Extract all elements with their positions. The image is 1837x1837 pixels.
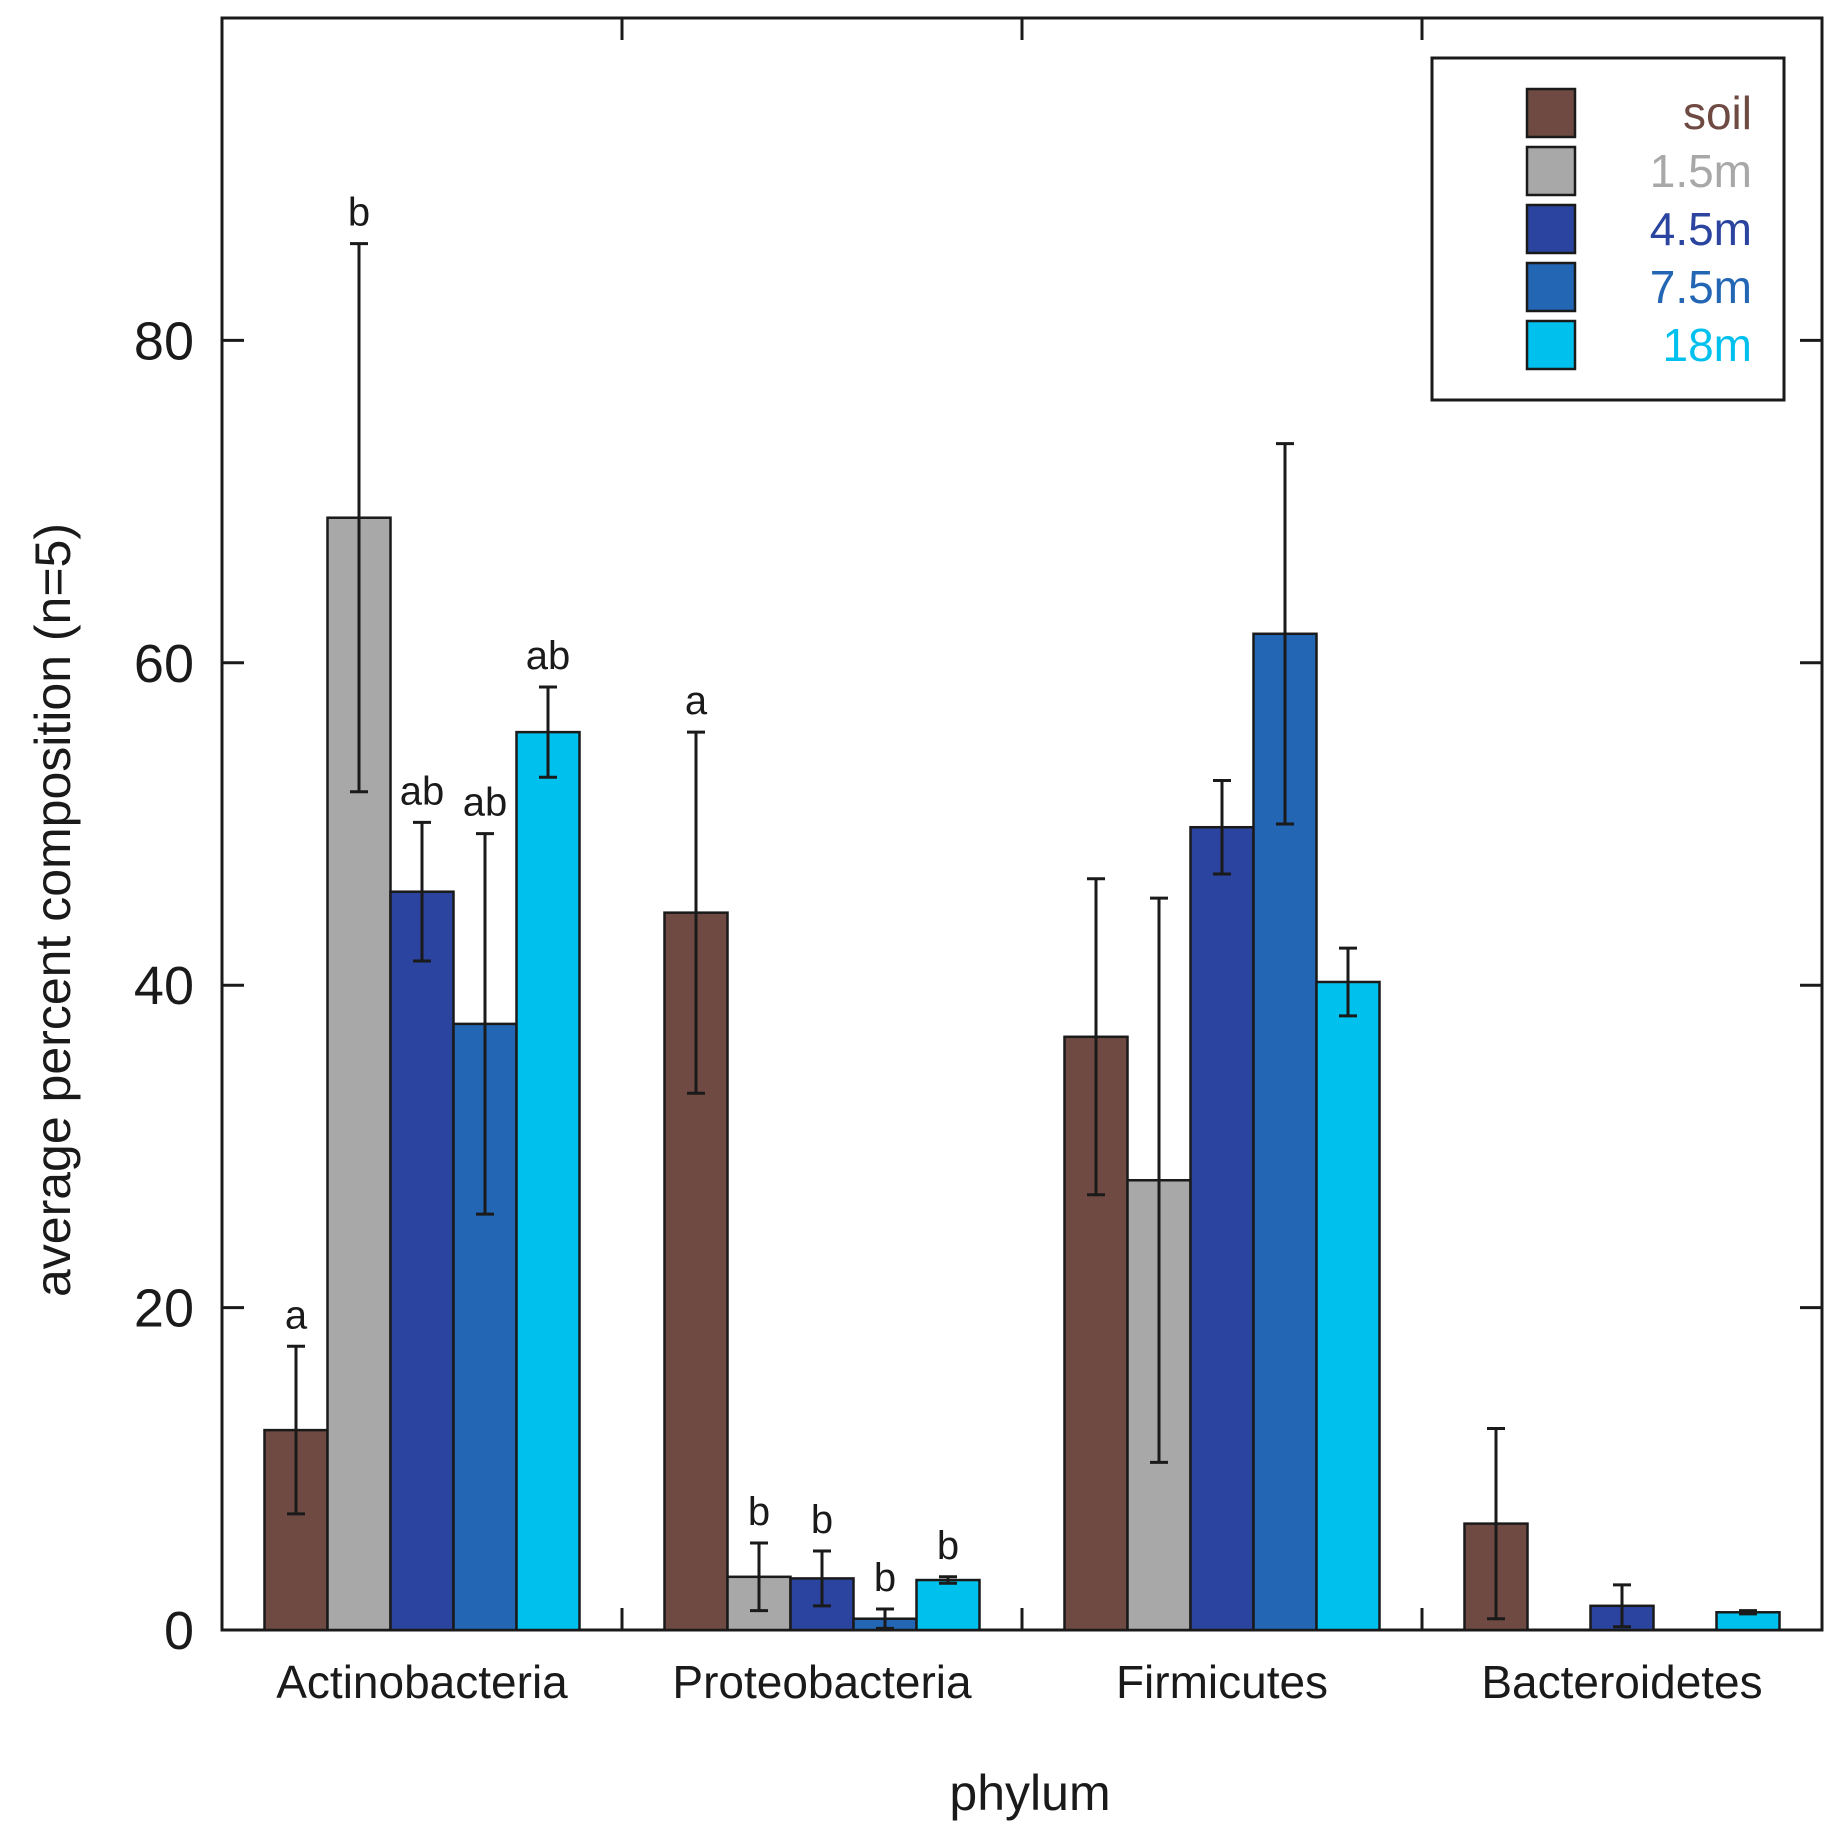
bars-layer [263,516,1781,1632]
significance-label: b [811,1498,833,1542]
legend-label: soil [1683,87,1752,139]
significance-label: b [874,1556,896,1600]
x-axis-title: phylum [949,1765,1110,1821]
y-axis: 0 20 40 60 80 [134,311,1822,1661]
legend-swatch [1525,261,1577,313]
legend-swatch [1525,145,1577,197]
significance-label: b [937,1524,959,1568]
y-tick-label: 20 [134,1279,194,1339]
legend-label: 18m [1663,319,1752,371]
legend-label: 4.5m [1650,203,1752,255]
y-tick-label: 40 [134,956,194,1016]
legend-swatch [1525,319,1577,371]
bar [389,890,455,1632]
bar [915,1578,981,1632]
bar [1189,825,1255,1632]
y-tick-label: 80 [134,311,194,371]
y-tick-label: 0 [164,1601,194,1661]
significance-label: b [348,191,370,235]
significance-label: b [748,1490,770,1534]
significance-label: ab [400,769,445,813]
bar [515,730,581,1632]
x-category-label: Bacteroidetes [1481,1656,1762,1708]
legend-box [1430,56,1786,402]
significance-label: a [285,1293,308,1337]
x-category-label: Firmicutes [1116,1656,1328,1708]
legend-label: 7.5m [1650,261,1752,313]
bar [1315,980,1381,1632]
legend: soil 1.5m 4.5m 7.5m 18m [1430,56,1786,402]
legend-label: 1.5m [1650,145,1752,197]
significance-label: ab [526,634,571,678]
errorbars-layer [287,242,1757,1630]
x-category-label: Actinobacteria [276,1656,568,1708]
significance-label: a [685,679,708,723]
y-axis-title: average percent composition (n=5) [25,523,81,1297]
significance-label: ab [463,781,508,825]
y-tick-label: 60 [134,634,194,694]
x-axis: Actinobacteria Proteobacteria Firmicutes Ba… [276,18,1763,1708]
legend-swatch [1525,87,1577,139]
x-category-label: Proteobacteria [672,1656,972,1708]
legend-swatch [1525,203,1577,255]
